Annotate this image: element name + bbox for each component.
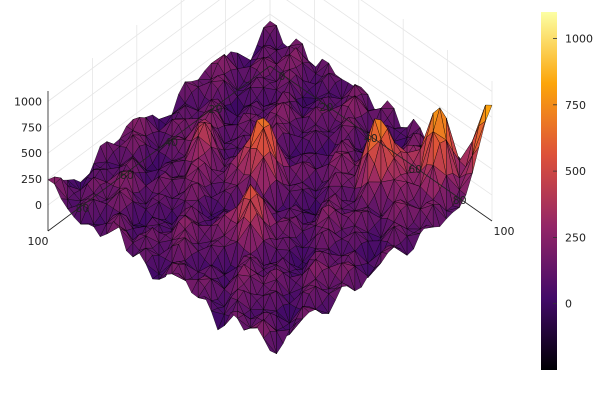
surface-mesh (47, 20, 493, 354)
surface-facet (367, 268, 375, 278)
surface-facet (289, 322, 297, 335)
y-tick-label: 60 (120, 169, 134, 182)
surface-facet (256, 27, 264, 49)
surface-facet (60, 198, 68, 209)
surface-facet (328, 62, 336, 75)
surface-facet (420, 224, 427, 234)
surface-facet (393, 245, 401, 250)
x-tick-label: 100 (494, 225, 515, 238)
z-tick-label: 1000 (14, 95, 42, 108)
axis-line (269, 65, 493, 222)
colorbar-tick-label: 0 (565, 298, 572, 311)
colorbar-tick-label: 750 (565, 99, 586, 112)
x-tick-label: 60 (408, 163, 422, 176)
y-tick-label: 20 (209, 103, 223, 116)
surface-facet (406, 236, 414, 256)
z-tick-label: 500 (21, 147, 42, 160)
surface-facet (393, 108, 401, 129)
surface-facet (341, 282, 349, 287)
surface-facet (472, 146, 480, 174)
colorbar: 0 250 500 750 1000 (541, 12, 593, 370)
z-tick-label: 250 (21, 173, 42, 186)
surface-facet (485, 104, 493, 122)
surface-facet (446, 210, 453, 220)
axis-line (47, 65, 271, 232)
surface-facet (354, 266, 362, 292)
colorbar-tick-label: 500 (565, 165, 586, 178)
surface-facet (328, 293, 336, 314)
colorbar-gradient (541, 12, 557, 370)
surface-facet (367, 94, 375, 111)
y-tick-label: 40 (164, 136, 178, 149)
x-tick-label: 0 (279, 70, 286, 83)
colorbar-tick-label: 250 (565, 231, 586, 244)
x-tick-label: 40 (364, 132, 378, 145)
x-tick-label: 20 (319, 101, 333, 114)
surface-facet (433, 204, 440, 228)
surface-facet (380, 252, 388, 264)
colorbar-tick-label: 1000 (565, 33, 593, 46)
z-tick-label: 750 (21, 121, 42, 134)
y-tick-label: 100 (28, 235, 49, 248)
y-tick-label: 80 (75, 202, 89, 215)
grid-line (47, 0, 493, 154)
surface-facet (87, 223, 94, 227)
surface-facet (380, 100, 395, 109)
grid-line (47, 0, 493, 128)
grid-line (47, 0, 493, 102)
z-tick-label: 0 (35, 199, 42, 212)
grid-line (47, 13, 493, 180)
surface-facet (302, 306, 310, 320)
surface-facet (263, 338, 277, 354)
surface-facet (276, 331, 284, 354)
x-tick-label: 80 (453, 194, 467, 207)
